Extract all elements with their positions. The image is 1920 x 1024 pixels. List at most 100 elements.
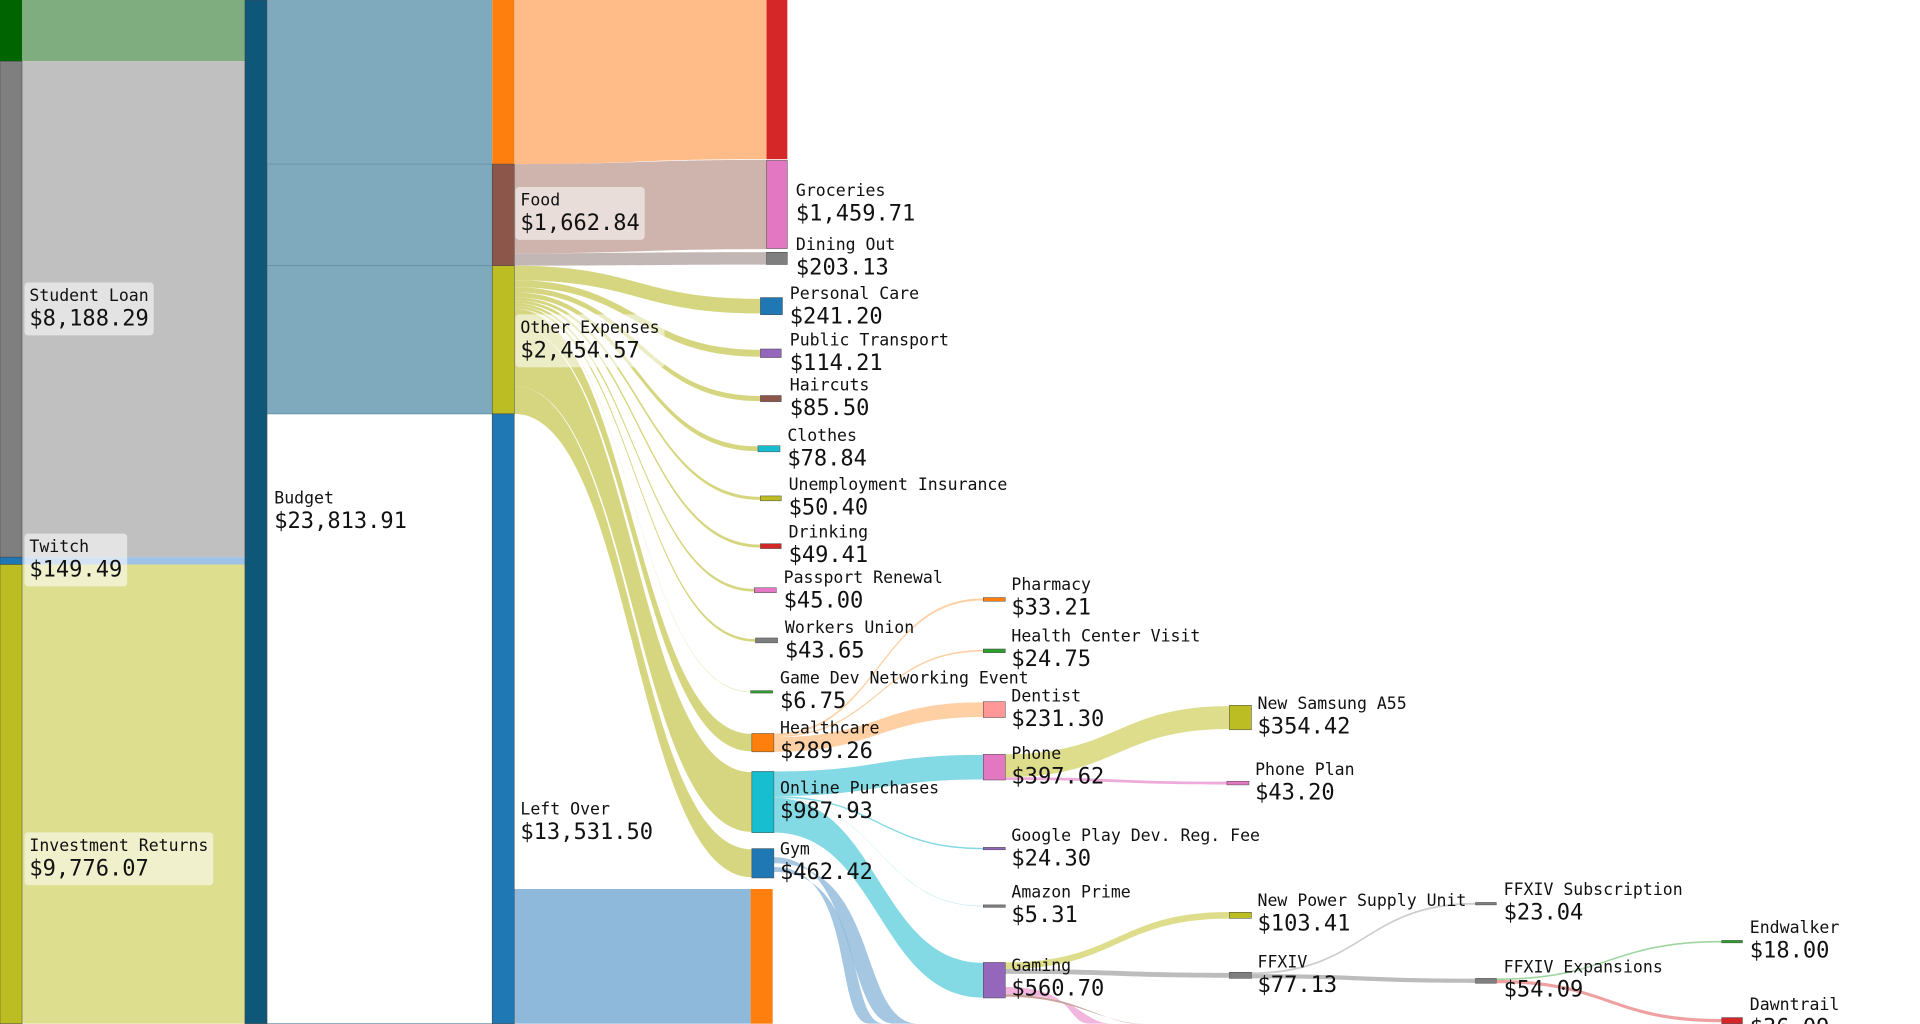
node-label: Dawntrail $36.09 bbox=[1750, 995, 1840, 1024]
node-name: Student Loan bbox=[29, 286, 148, 305]
node-name: Pharmacy bbox=[1011, 575, 1091, 594]
flow bbox=[266, 163, 493, 267]
flow bbox=[773, 650, 984, 738]
node-value: $462.42 bbox=[780, 860, 873, 885]
flow bbox=[514, 0, 767, 165]
flow bbox=[514, 385, 752, 878]
node-name: Google Play Dev. Reg. Fee bbox=[1011, 826, 1260, 845]
node bbox=[760, 495, 782, 502]
node-label: Dining Out$203.13 bbox=[796, 235, 895, 280]
flow bbox=[22, 564, 245, 1024]
sankey: Student Loan $8,188.29 Twitch $149.49 Invest… bbox=[0, 0, 1839, 1024]
node-label: Passport Renewal$45.00 bbox=[784, 568, 943, 613]
node-label: Investment Returns $9,776.07 bbox=[24, 832, 214, 886]
node-label: Groceries$1,459.71 bbox=[796, 181, 915, 226]
node bbox=[0, 60, 23, 558]
node-name: Personal Care bbox=[790, 284, 919, 303]
node-label: Workers Union $43.65 bbox=[785, 618, 914, 663]
node bbox=[751, 771, 775, 833]
node-value: $54.09 bbox=[1504, 978, 1584, 1003]
node bbox=[0, 564, 23, 1024]
node-value: $560.70 bbox=[1011, 977, 1104, 1002]
flow bbox=[773, 702, 984, 752]
node bbox=[755, 637, 778, 644]
node bbox=[751, 848, 775, 879]
node bbox=[766, 252, 788, 265]
node-name: Groceries bbox=[796, 181, 886, 200]
node-name: Drinking bbox=[789, 523, 869, 542]
flow bbox=[1496, 980, 1722, 1023]
label-background bbox=[515, 314, 665, 368]
node bbox=[750, 888, 773, 1024]
node-value: $23,813.91 bbox=[274, 509, 407, 534]
node-value: $24.75 bbox=[1011, 647, 1091, 672]
node-name: Passport Renewal bbox=[784, 568, 943, 587]
node-value: $13,531.50 bbox=[520, 820, 653, 845]
flow bbox=[773, 797, 984, 907]
node-value: $9,776.07 bbox=[29, 857, 148, 882]
flow bbox=[514, 305, 756, 642]
node-label: Drinking$49.41 bbox=[789, 523, 869, 568]
node bbox=[0, 0, 23, 62]
node-name: Gaming bbox=[1011, 956, 1071, 975]
flow bbox=[514, 303, 755, 592]
node-name: Twitch bbox=[29, 537, 89, 556]
labels: Student Loan $8,188.29 Twitch $149.49 Invest… bbox=[24, 181, 1839, 1024]
node-value: $23.04 bbox=[1504, 901, 1584, 926]
node bbox=[492, 0, 515, 165]
node-label: FFXIV $77.13 bbox=[1258, 952, 1338, 997]
node-label: Twitch $149.49 bbox=[24, 533, 128, 587]
node bbox=[983, 962, 1006, 999]
node-label: FFXIV Subscription $23.04 bbox=[1504, 880, 1683, 925]
label-background bbox=[24, 533, 128, 587]
node-name: Haircuts bbox=[790, 376, 870, 395]
node-value: $231.30 bbox=[1011, 707, 1104, 732]
node-label: FFXIV Expansions $54.09 bbox=[1504, 957, 1663, 1002]
flow bbox=[266, 0, 493, 165]
flow bbox=[514, 308, 751, 693]
node bbox=[1721, 940, 1743, 944]
node-name: Left Over bbox=[520, 799, 610, 818]
node-label: Phone Plan $43.20 bbox=[1255, 760, 1354, 805]
node-value: $103.41 bbox=[1258, 912, 1351, 937]
node-value: $18.00 bbox=[1750, 939, 1830, 964]
node-label: Clothes$78.84 bbox=[787, 426, 867, 471]
node-label: Budget $23,813.91 bbox=[269, 484, 412, 538]
node bbox=[1475, 902, 1497, 906]
node-name: Unemployment Insurance bbox=[789, 475, 1008, 494]
node-label: Health Center Visit$24.75 bbox=[1011, 627, 1200, 672]
node-label: Pharmacy $33.21 bbox=[1011, 575, 1091, 620]
node-name: Dawntrail bbox=[1750, 995, 1840, 1014]
node-name: Phone bbox=[1011, 744, 1061, 763]
node-name: Investment Returns bbox=[29, 836, 208, 855]
node bbox=[1229, 972, 1252, 979]
node-name: Amazon Prime bbox=[1011, 883, 1130, 902]
label-background bbox=[515, 187, 645, 240]
node-name: Dentist bbox=[1011, 687, 1081, 706]
flow bbox=[514, 252, 767, 266]
node-label: Unemployment Insurance$50.40 bbox=[789, 475, 1008, 520]
node bbox=[983, 847, 1006, 851]
node-label: New Samsung A55$354.42 bbox=[1258, 694, 1407, 739]
node bbox=[492, 265, 515, 415]
node bbox=[983, 648, 1006, 653]
node bbox=[766, 160, 788, 249]
node bbox=[1229, 705, 1252, 731]
node bbox=[760, 348, 782, 358]
node bbox=[983, 701, 1006, 718]
node-value: $987.93 bbox=[780, 799, 873, 824]
node-label: Haircuts$85.50 bbox=[790, 376, 870, 421]
node-name: Dining Out bbox=[796, 235, 895, 254]
node-label: Google Play Dev. Reg. Fee $24.30 bbox=[1011, 826, 1260, 871]
node bbox=[983, 597, 1006, 602]
node-value: $85.50 bbox=[790, 396, 870, 421]
node-value: $45.00 bbox=[784, 588, 864, 613]
node-value: $50.40 bbox=[789, 495, 869, 520]
node-label: Food$1,662.84 bbox=[515, 187, 645, 240]
node-value: $354.42 bbox=[1258, 714, 1351, 739]
node-value: $78.84 bbox=[787, 446, 867, 471]
node-name: Phone Plan bbox=[1255, 760, 1354, 779]
node-name: Online Purchases bbox=[780, 778, 939, 797]
node-name: Endwalker bbox=[1750, 918, 1840, 937]
